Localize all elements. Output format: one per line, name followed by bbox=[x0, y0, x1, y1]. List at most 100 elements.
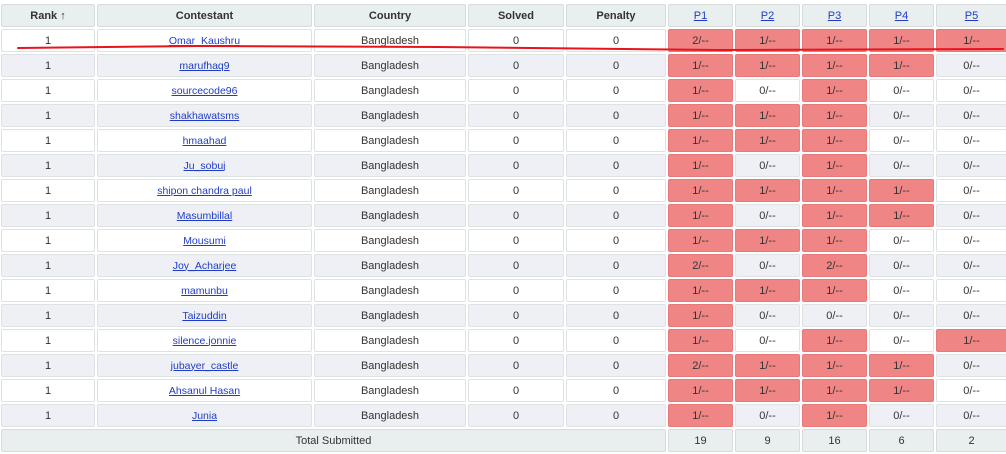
contestant-cell: mamunbu bbox=[97, 279, 312, 302]
problem-cell-p3: 1/-- bbox=[802, 154, 867, 177]
problem-cell-p4: 0/-- bbox=[869, 304, 934, 327]
rank-cell: 1 bbox=[1, 404, 95, 427]
problem-cell-p2: 1/-- bbox=[735, 179, 800, 202]
table-row: 1 Ahsanul Hasan Bangladesh 0 0 1/-- 1/-- 1/-- 1/… bbox=[1, 379, 1006, 402]
contestant-link[interactable]: marufhaq9 bbox=[179, 59, 230, 72]
problem-cell-p2: 1/-- bbox=[735, 104, 800, 127]
problem-cell-p4: 0/-- bbox=[869, 329, 934, 352]
problem-cell-p4: 0/-- bbox=[869, 104, 934, 127]
table-row: 1 Junia Bangladesh 0 0 1/-- 0/-- 1/-- 0/-- 0/-- bbox=[1, 404, 1006, 427]
contestant-link[interactable]: Mousumi bbox=[183, 234, 226, 247]
contestant-cell: Masumbillal bbox=[97, 204, 312, 227]
table-row: 1 silence.jonnie Bangladesh 0 0 1/-- 0/-- 1/-- 0… bbox=[1, 329, 1006, 352]
problem-cell-p1: 1/-- bbox=[668, 204, 733, 227]
rank-cell: 1 bbox=[1, 104, 95, 127]
country-cell: Bangladesh bbox=[314, 204, 466, 227]
rank-cell: 1 bbox=[1, 154, 95, 177]
problem-cell-p3: 1/-- bbox=[802, 354, 867, 377]
table-row: 1 Joy_Acharjee Bangladesh 0 0 2/-- 0/-- 2/-- 0/-… bbox=[1, 254, 1006, 277]
contestant-link[interactable]: Masumbillal bbox=[176, 209, 233, 222]
problem-cell-p2: 0/-- bbox=[735, 329, 800, 352]
problem-link-p1[interactable]: P1 bbox=[693, 9, 708, 22]
rank-header[interactable]: Rank ↑ bbox=[1, 4, 95, 27]
problem-link-p3[interactable]: P3 bbox=[827, 9, 842, 22]
problem-header-p4: P4 bbox=[869, 4, 934, 27]
contestant-header: Contestant bbox=[97, 4, 312, 27]
contestant-link[interactable]: Taizuddin bbox=[182, 309, 227, 322]
problem-cell-p3: 1/-- bbox=[802, 29, 867, 52]
totals-row: Total Submitted 19 9 16 6 2 bbox=[1, 429, 1006, 452]
country-cell: Bangladesh bbox=[314, 179, 466, 202]
contestant-cell: Omar_Kaushru bbox=[97, 29, 312, 52]
penalty-cell: 0 bbox=[566, 29, 666, 52]
table-row: 1 hmaahad Bangladesh 0 0 1/-- 1/-- 1/-- 0/-- 0/-- bbox=[1, 129, 1006, 152]
penalty-cell: 0 bbox=[566, 229, 666, 252]
solved-cell: 0 bbox=[468, 404, 564, 427]
contestant-link[interactable]: hmaahad bbox=[182, 134, 227, 147]
country-cell: Bangladesh bbox=[314, 29, 466, 52]
solved-cell: 0 bbox=[468, 79, 564, 102]
problem-cell-p4: 0/-- bbox=[869, 79, 934, 102]
contestant-link[interactable]: Junia bbox=[191, 409, 218, 422]
table-row: 1 mamunbu Bangladesh 0 0 1/-- 1/-- 1/-- 0/-- 0/-- bbox=[1, 279, 1006, 302]
problem-cell-p2: 1/-- bbox=[735, 279, 800, 302]
penalty-cell: 0 bbox=[566, 329, 666, 352]
table-row: 1 marufhaq9 Bangladesh 0 0 1/-- 1/-- 1/-- 1/-- 0/… bbox=[1, 54, 1006, 77]
problem-cell-p5: 1/-- bbox=[936, 29, 1006, 52]
contestant-link[interactable]: shakhawatsms bbox=[169, 109, 240, 122]
rank-cell: 1 bbox=[1, 179, 95, 202]
rank-cell: 1 bbox=[1, 329, 95, 352]
rank-cell: 1 bbox=[1, 354, 95, 377]
penalty-cell: 0 bbox=[566, 379, 666, 402]
solved-cell: 0 bbox=[468, 179, 564, 202]
problem-cell-p5: 0/-- bbox=[936, 204, 1006, 227]
total-p4: 6 bbox=[869, 429, 934, 452]
problem-cell-p2: 1/-- bbox=[735, 379, 800, 402]
total-submitted-label: Total Submitted bbox=[1, 429, 666, 452]
contestant-cell: Mousumi bbox=[97, 229, 312, 252]
problem-cell-p3: 0/-- bbox=[802, 304, 867, 327]
table-row: 1 Omar_Kaushru Bangladesh 0 0 2/-- 1/-- 1/-- 1/-… bbox=[1, 29, 1006, 52]
contestant-cell: silence.jonnie bbox=[97, 329, 312, 352]
contestant-link[interactable]: Ju_sobuj bbox=[183, 159, 226, 172]
rank-cell: 1 bbox=[1, 304, 95, 327]
problem-cell-p2: 1/-- bbox=[735, 29, 800, 52]
problem-link-p5[interactable]: P5 bbox=[964, 9, 979, 22]
problem-cell-p5: 0/-- bbox=[936, 279, 1006, 302]
problem-cell-p4: 1/-- bbox=[869, 354, 934, 377]
country-header: Country bbox=[314, 4, 466, 27]
rank-cell: 1 bbox=[1, 279, 95, 302]
problem-link-p4[interactable]: P4 bbox=[894, 9, 909, 22]
total-p1: 19 bbox=[668, 429, 733, 452]
problem-cell-p5: 0/-- bbox=[936, 104, 1006, 127]
contestant-link[interactable]: sourcecode96 bbox=[171, 84, 238, 97]
problem-cell-p5: 0/-- bbox=[936, 129, 1006, 152]
contestant-cell: Junia bbox=[97, 404, 312, 427]
contestant-link[interactable]: mamunbu bbox=[181, 284, 228, 297]
contestant-link[interactable]: Omar_Kaushru bbox=[168, 34, 241, 47]
problem-cell-p1: 1/-- bbox=[668, 79, 733, 102]
problem-cell-p2: 1/-- bbox=[735, 129, 800, 152]
table-row: 1 Taizuddin Bangladesh 0 0 1/-- 0/-- 0/-- 0/-- 0/… bbox=[1, 304, 1006, 327]
contestant-link[interactable]: jubayer_castle bbox=[170, 359, 239, 372]
problem-cell-p4: 1/-- bbox=[869, 204, 934, 227]
penalty-cell: 0 bbox=[566, 129, 666, 152]
contestant-cell: Taizuddin bbox=[97, 304, 312, 327]
problem-cell-p3: 1/-- bbox=[802, 79, 867, 102]
problem-cell-p3: 1/-- bbox=[802, 179, 867, 202]
contestant-link[interactable]: shipon chandra paul bbox=[157, 184, 252, 197]
country-cell: Bangladesh bbox=[314, 54, 466, 77]
contestant-link[interactable]: silence.jonnie bbox=[172, 334, 237, 347]
contestant-cell: Ahsanul Hasan bbox=[97, 379, 312, 402]
problem-cell-p1: 1/-- bbox=[668, 329, 733, 352]
problem-cell-p1: 1/-- bbox=[668, 54, 733, 77]
problem-link-p2[interactable]: P2 bbox=[760, 9, 775, 22]
contestant-link[interactable]: Joy_Acharjee bbox=[172, 259, 237, 272]
solved-cell: 0 bbox=[468, 254, 564, 277]
table-row: 1 sourcecode96 Bangladesh 0 0 1/-- 0/-- 1/-- 0/-… bbox=[1, 79, 1006, 102]
contestant-link[interactable]: Ahsanul Hasan bbox=[168, 384, 241, 397]
problem-cell-p1: 2/-- bbox=[668, 354, 733, 377]
country-cell: Bangladesh bbox=[314, 154, 466, 177]
problem-cell-p1: 1/-- bbox=[668, 379, 733, 402]
penalty-cell: 0 bbox=[566, 354, 666, 377]
